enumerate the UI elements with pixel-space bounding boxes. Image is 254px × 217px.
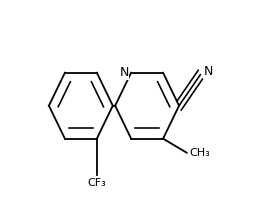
Text: N: N (119, 66, 129, 79)
Text: N: N (204, 65, 213, 78)
Text: CH₃: CH₃ (189, 148, 210, 158)
Text: CF₃: CF₃ (87, 178, 106, 188)
